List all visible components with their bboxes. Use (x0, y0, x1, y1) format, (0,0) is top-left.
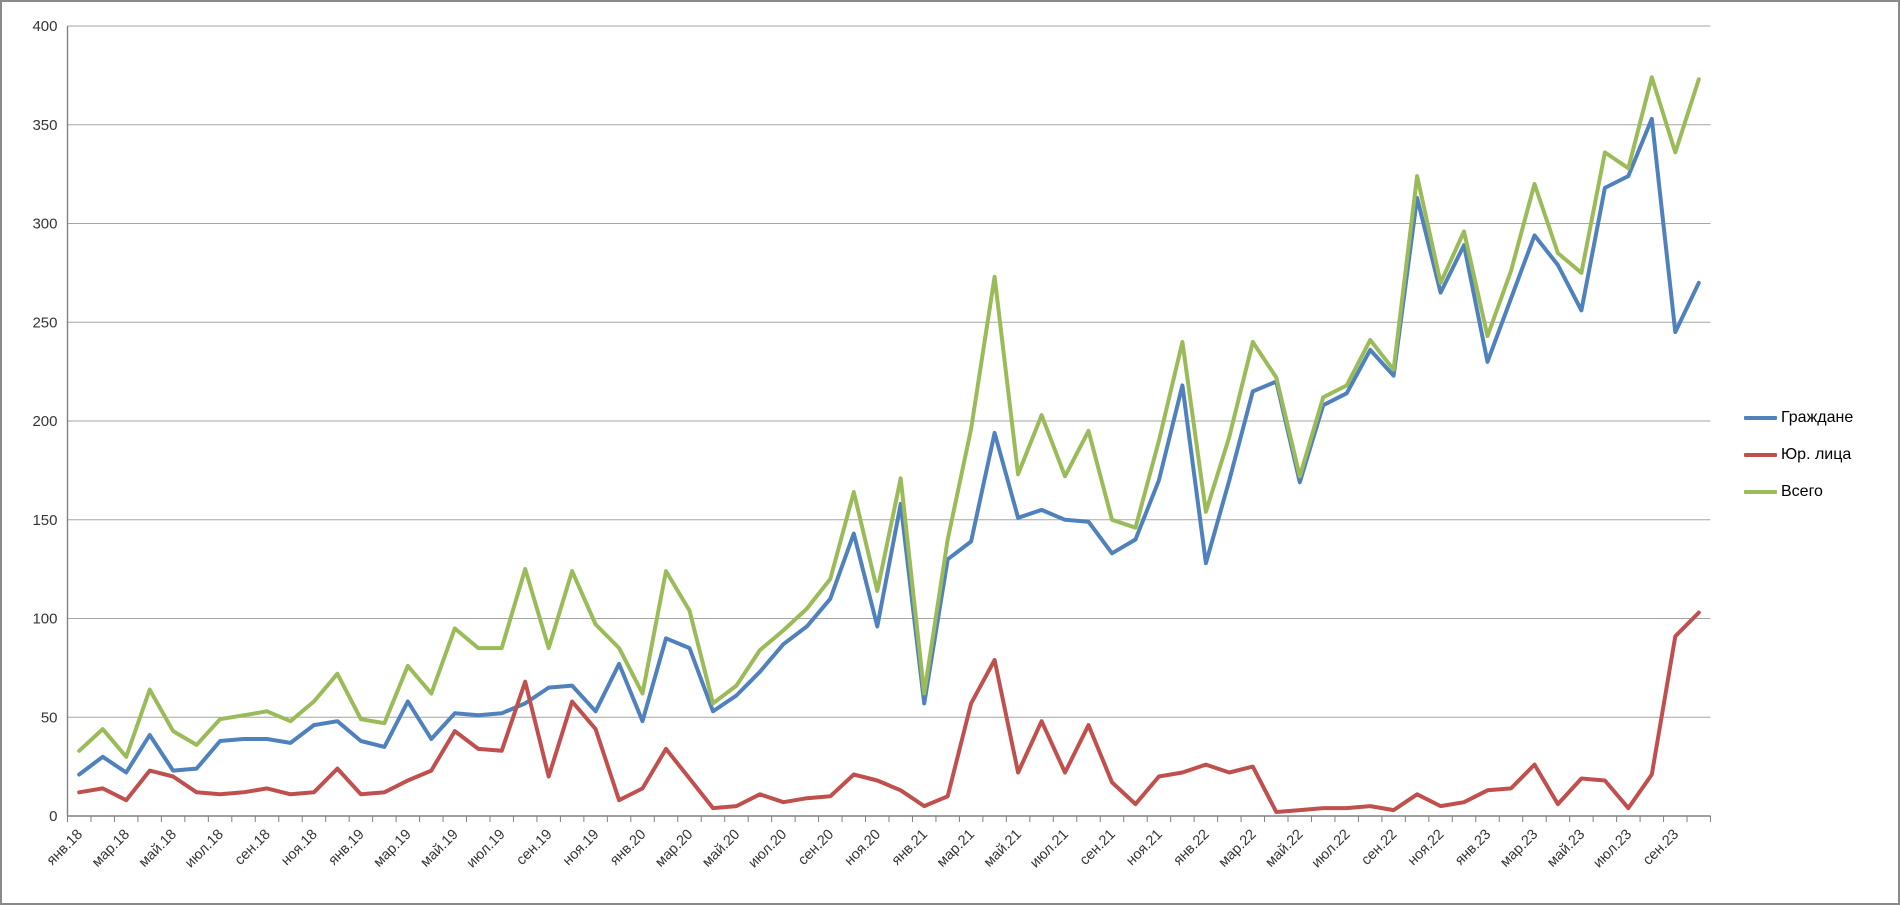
x-tick-label: май.22 (1263, 827, 1307, 871)
x-tick-label: сен.19 (513, 827, 555, 869)
x-tick-label: янв.23 (1452, 827, 1494, 869)
y-tick-label: 150 (32, 512, 57, 529)
legend-label-legal-entities: Юр. лица (1781, 445, 1852, 463)
x-tick-label: янв.20 (607, 827, 649, 869)
x-tick-label: май.21 (981, 827, 1025, 871)
legend-item-legal-entities: Юр. лица (1744, 436, 1853, 473)
y-tick-label: 50 (41, 709, 58, 726)
x-ticks (67, 816, 1711, 822)
x-tick-label: июл.19 (464, 827, 509, 872)
x-tick-label: сен.23 (1640, 827, 1682, 869)
x-tick-label: янв.19 (325, 827, 367, 869)
x-tick-label: мар.19 (371, 827, 415, 871)
x-tick-label: июл.21 (1027, 827, 1072, 872)
x-tick-label: июл.23 (1590, 827, 1635, 872)
x-tick-label: май.18 (136, 827, 180, 871)
y-tick-label: 100 (32, 611, 57, 628)
y-tick-label: 400 (32, 18, 57, 35)
legend-swatch-legal-entities-icon (1744, 452, 1777, 457)
y-tick-label: 200 (32, 413, 57, 430)
x-tick-label: янв.18 (44, 827, 86, 869)
series-line-citizens (77, 116, 1701, 777)
x-tick-label: май.19 (418, 827, 462, 871)
legend-item-citizens: Граждане (1744, 399, 1853, 436)
x-tick-label: сен.21 (1077, 827, 1119, 869)
series-line-legal-entities (77, 610, 1701, 814)
legend-item-total: Всего (1744, 473, 1853, 510)
x-tick-label: июл.18 (182, 827, 227, 872)
x-tick-label: янв.21 (889, 827, 931, 869)
x-tick-label: сен.22 (1358, 827, 1400, 869)
legend-swatch-citizens-icon (1744, 415, 1777, 420)
y-tick-label: 350 (32, 117, 57, 134)
x-tick-label: май.20 (699, 827, 743, 871)
x-tick-label: мар.18 (89, 827, 133, 871)
legend-label-total: Всего (1781, 482, 1823, 500)
y-tick-label: 300 (32, 216, 57, 233)
y-tick-label: 0 (49, 808, 57, 825)
x-tick-label: июл.22 (1309, 827, 1354, 872)
x-tick-label: мар.21 (934, 827, 978, 871)
x-tick-label: мар.22 (1216, 827, 1260, 871)
legend-swatch-total-icon (1744, 489, 1777, 494)
x-tick-label: сен.18 (232, 827, 274, 869)
x-tick-label: ноя.22 (1405, 827, 1447, 869)
x-tick-label: ноя.21 (1123, 827, 1165, 869)
x-tick-label: май.23 (1544, 827, 1588, 871)
x-tick-label: ноя.19 (560, 827, 602, 869)
y-tick-label: 250 (32, 314, 57, 331)
x-tick-label: мар.23 (1497, 827, 1541, 871)
x-tick-label: ноя.20 (842, 827, 884, 869)
series-line-total (77, 75, 1701, 759)
x-axis-labels: янв.18 мар.18 май.18 июл.18 сен.18 ноя.18 янв.… (44, 827, 1682, 872)
chart-legend: Граждане Юр. лица Всего (1744, 399, 1853, 510)
y-axis-labels: 0 50 100 150 200 250 300 350 400 (32, 18, 57, 825)
x-tick-label: ноя.18 (278, 827, 320, 869)
y-gridlines (67, 25, 1711, 718)
x-tick-label: июл.20 (745, 827, 790, 872)
x-tick-label: сен.20 (795, 827, 837, 869)
legend-label-citizens: Граждане (1781, 408, 1854, 426)
x-tick-label: янв.22 (1170, 827, 1212, 869)
x-tick-label: мар.20 (652, 827, 696, 871)
